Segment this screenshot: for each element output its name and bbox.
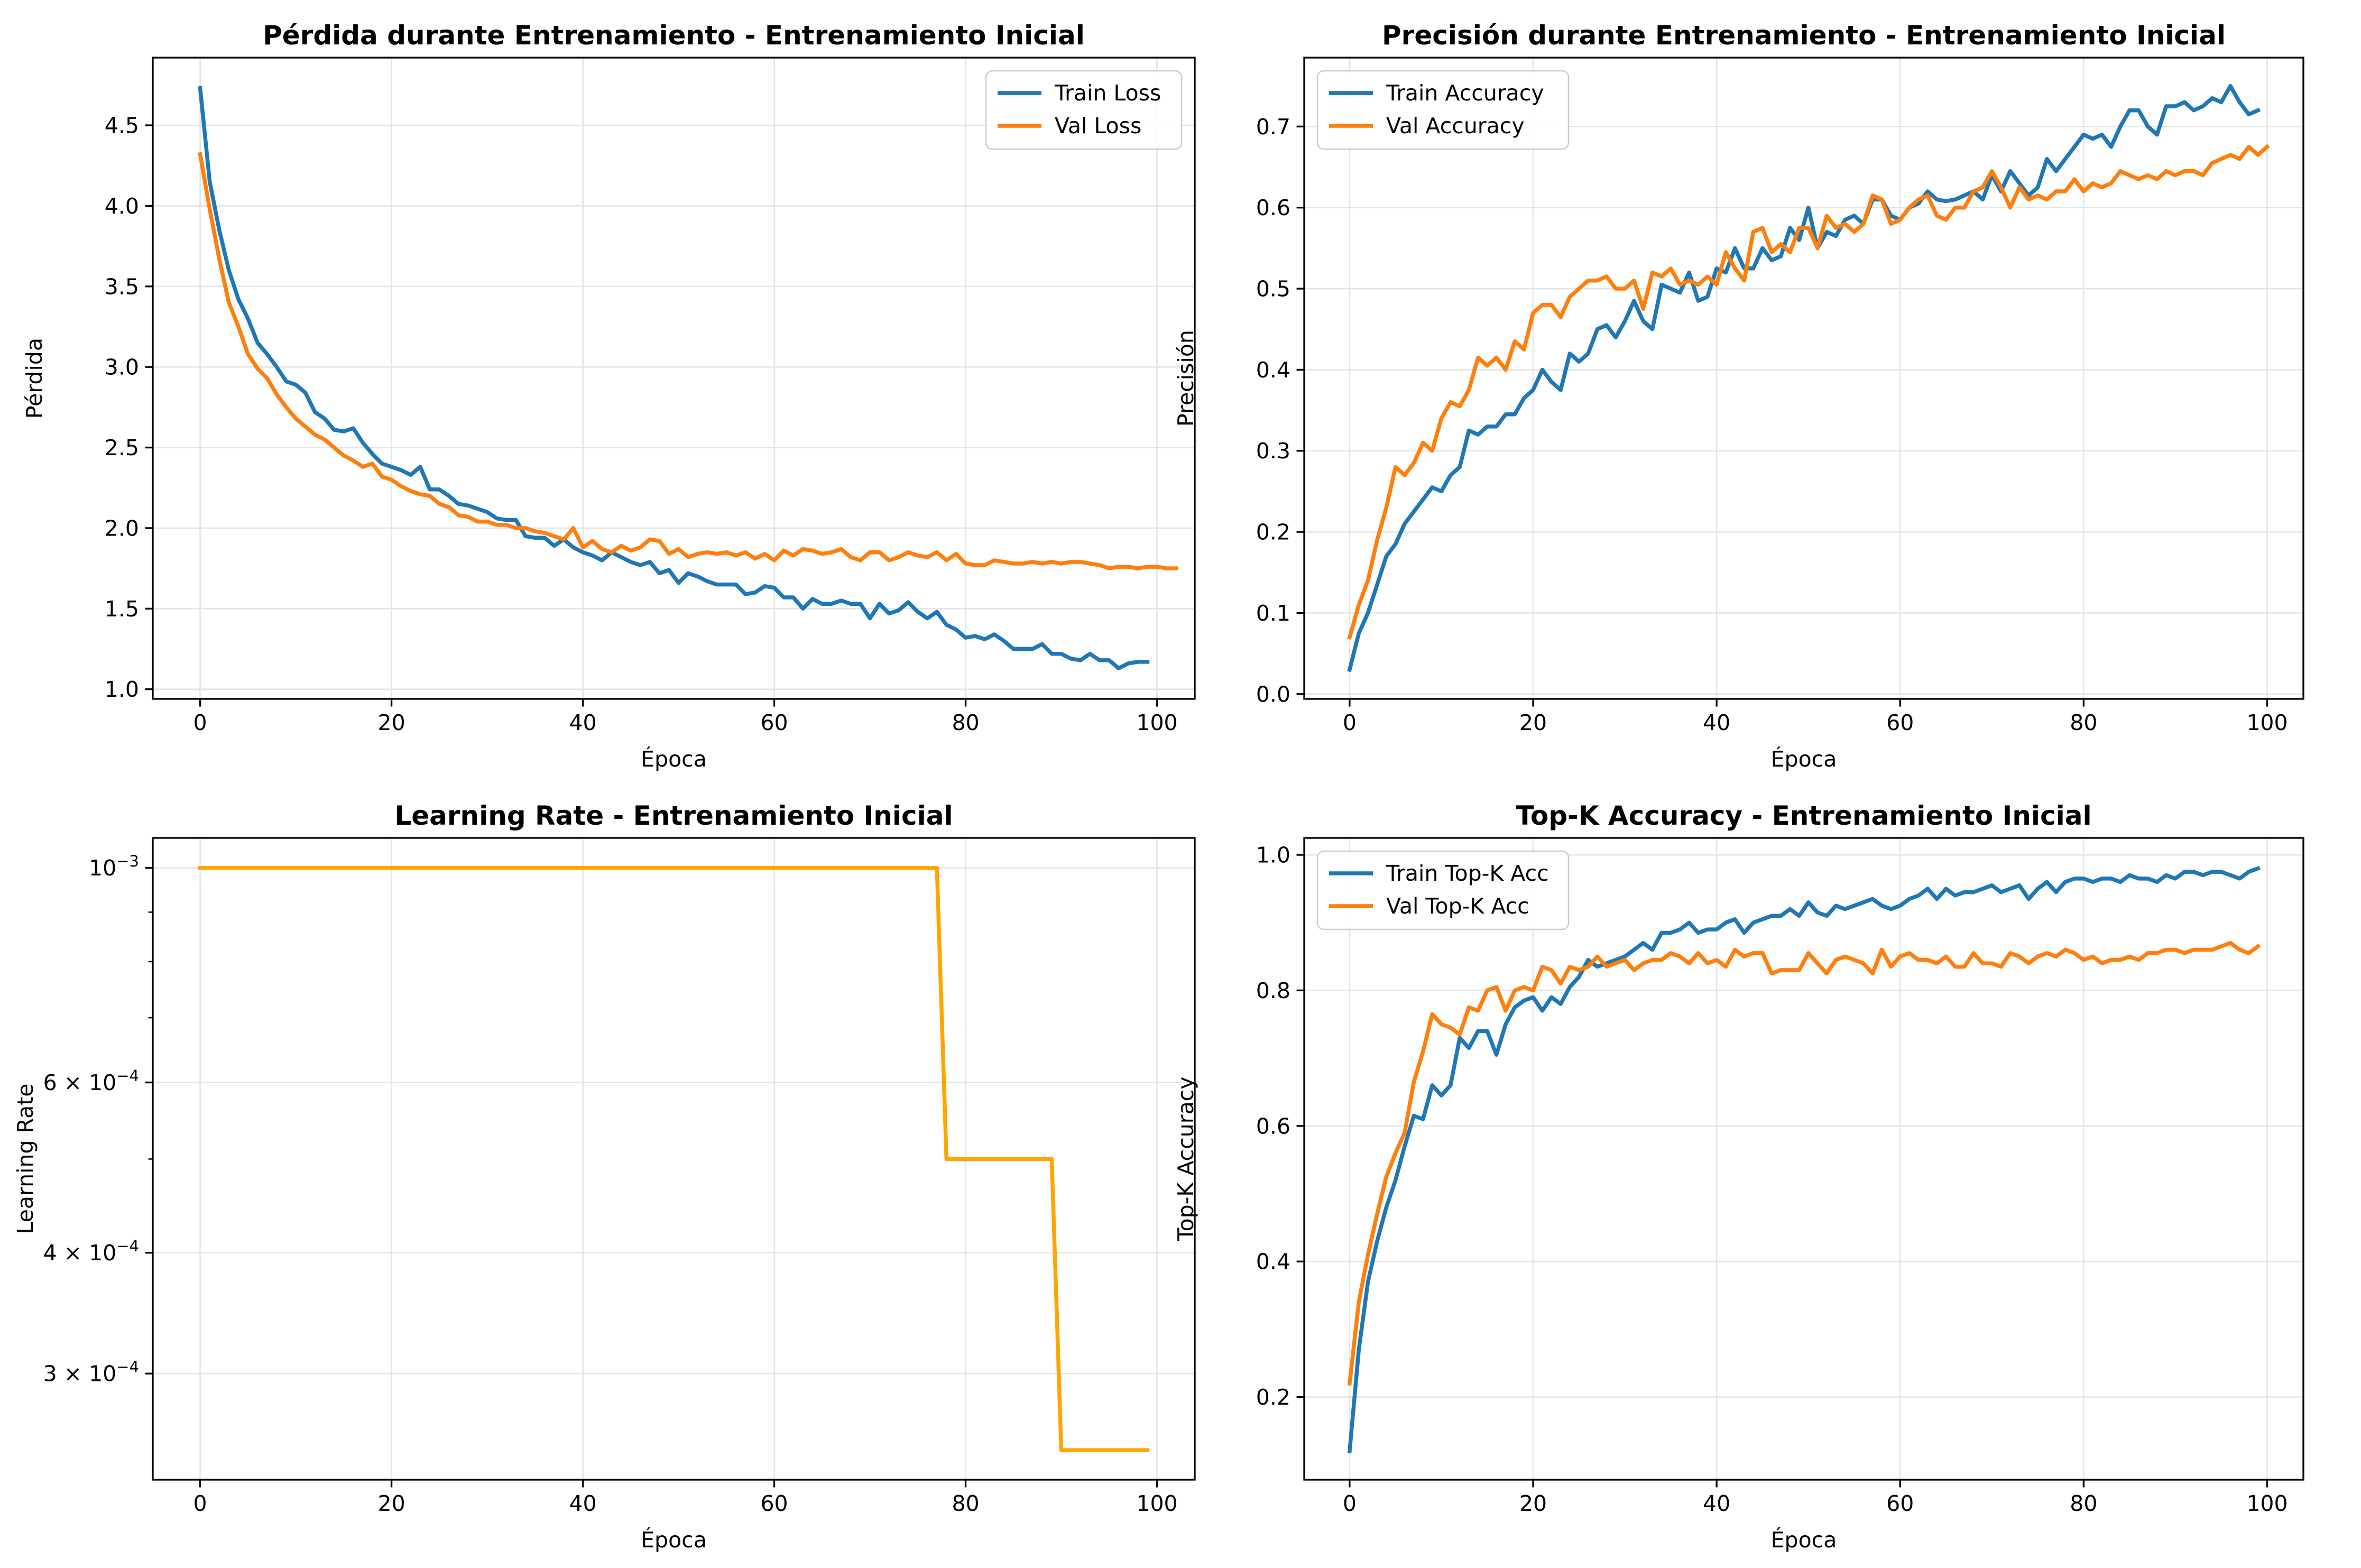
axes-frame [1303,57,2304,700]
legend-label: Train Accuracy [1386,80,1544,106]
tick-exponent: −4 [116,1358,139,1376]
x-tick-label: 60 [760,1491,788,1516]
y-tick-label: 0.4 [1256,357,1290,383]
series-line-train-accuracy [1347,84,2261,672]
x-tick-label: 20 [377,1491,405,1516]
y-tick-label: 3 × 10−4 [43,1358,139,1387]
y-tick-label: 4.5 [105,113,139,139]
series-line-val-loss [198,152,1178,570]
y-tick-label: 0.5 [1256,276,1290,302]
x-tick-label: 100 [2246,1491,2288,1516]
y-tick-label: 0.6 [1256,1113,1290,1139]
series-line-val-accuracy [1347,144,2270,640]
y-tick-label: 3.5 [105,274,139,299]
x-tick-label: 100 [2246,710,2288,735]
legend-box [985,70,1183,150]
y-axis-label: Pérdida [22,338,47,419]
legend: Train Top-K Acc Val Top-K Acc [1316,850,1570,930]
x-axis-label: Época [1771,1527,1837,1553]
legend-label: Train Loss [1054,80,1161,106]
y-tick-label: 0.2 [1256,520,1290,545]
chart-title: Pérdida durante Entrenamiento - Entrenam… [263,20,1085,51]
x-tick-label: 20 [1519,710,1547,735]
legend-label: Val Top-K Acc [1386,893,1529,919]
y-tick-label: 0.6 [1256,195,1290,220]
legend-box [1316,70,1570,150]
series-line-val-top-k-acc [1347,940,2261,1386]
legend: Train Loss Val Loss [985,70,1183,150]
x-tick-label: 40 [569,710,596,735]
legend-label: Val Accuracy [1386,113,1525,139]
x-axis-label: Época [641,746,707,772]
x-tick-label: 0 [1343,710,1357,735]
chart-topk: 0 20 40 60 80 100 0.2 0.4 0.6 0.8 1.0 Top-K Accurac… [1173,800,2304,1553]
y-tick-label: 4 × 10−4 [43,1237,139,1266]
x-tick-label: 100 [1136,1491,1177,1516]
x-tick-label: 60 [1886,710,1914,735]
y-tick-label: 0.0 [1256,681,1290,707]
y-tick-label: 0.4 [1256,1249,1290,1275]
chart-title: Top-K Accuracy - Entrenamiento Inicial [1516,800,2091,831]
legend: Train Accuracy Val Accuracy [1316,70,1570,150]
y-tick-label: 0.2 [1256,1385,1290,1410]
y-axis-label: Top-K Accuracy [1173,1076,1198,1241]
axes-frame [152,57,1196,700]
x-tick-label: 40 [569,1491,596,1516]
chart-loss: 0 20 40 60 80 100 1.0 1.5 2.0 2.5 3.0 3.5 4.0 4.5 Pérd… [22,20,1196,772]
tick-base: 3 × 10 [43,1361,117,1387]
x-tick-label: 0 [193,1491,207,1516]
y-tick-label: 2.0 [105,515,139,541]
x-tick-label: 80 [2070,710,2097,735]
y-axis-label: Precisión [1173,330,1198,427]
x-tick-label: 40 [1703,710,1730,735]
x-tick-label: 80 [952,1491,979,1516]
x-tick-label: 80 [2070,1491,2097,1516]
y-tick-label: 0.1 [1256,601,1290,626]
tick-base: 10 [89,855,116,881]
x-tick-label: 80 [952,710,979,735]
tick-base: 4 × 10 [43,1240,117,1266]
x-tick-label: 20 [1519,1491,1547,1516]
legend-box [1316,850,1570,930]
x-tick-label: 40 [1703,1491,1730,1516]
x-tick-label: 100 [1136,710,1177,735]
x-tick-label: 0 [193,710,207,735]
y-tick-label: 1.5 [105,596,139,622]
y-axis-label: Learning Rate [13,1083,38,1234]
chart-acc: 0 20 40 60 80 100 0.0 0.1 0.2 0.3 0.4 0.5 0.6 0.7 Prec… [1173,20,2304,772]
x-tick-label: 20 [377,710,405,735]
y-tick-label: 0.3 [1256,438,1290,464]
y-tick-label: 6 × 10−4 [43,1067,139,1095]
legend-label: Val Loss [1055,113,1141,139]
legend-label: Train Top-K Acc [1386,861,1549,886]
y-tick-label: 0.8 [1256,978,1290,1003]
tick-exponent: −3 [116,852,139,870]
series-line-train-top-k-acc [1347,865,2261,1454]
tick-exponent: −4 [116,1067,139,1085]
series-line-train-loss [198,86,1150,670]
axes-frame [1303,837,2304,1481]
tick-exponent: −4 [116,1237,139,1255]
y-tick-label: 1.0 [1256,843,1290,868]
tick-base: 6 × 10 [43,1070,117,1095]
y-tick-label: 10−3 [89,852,139,881]
series-line-lr-0 [198,865,1150,1452]
x-tick-label: 60 [1886,1491,1914,1516]
chart-title: Learning Rate - Entrenamiento Inicial [394,800,953,831]
chart-title: Precisión durante Entrenamiento - Entren… [1382,20,2226,51]
x-axis-label: Época [1771,746,1837,772]
y-tick-label: 2.5 [105,435,139,460]
y-tick-label: 0.7 [1256,114,1290,140]
y-tick-label: 3.0 [105,355,139,380]
x-tick-label: 0 [1343,1491,1357,1516]
y-tick-label: 1.0 [105,677,139,702]
x-tick-label: 60 [760,710,788,735]
x-axis-label: Época [641,1527,707,1553]
y-tick-label: 4.0 [105,193,139,219]
